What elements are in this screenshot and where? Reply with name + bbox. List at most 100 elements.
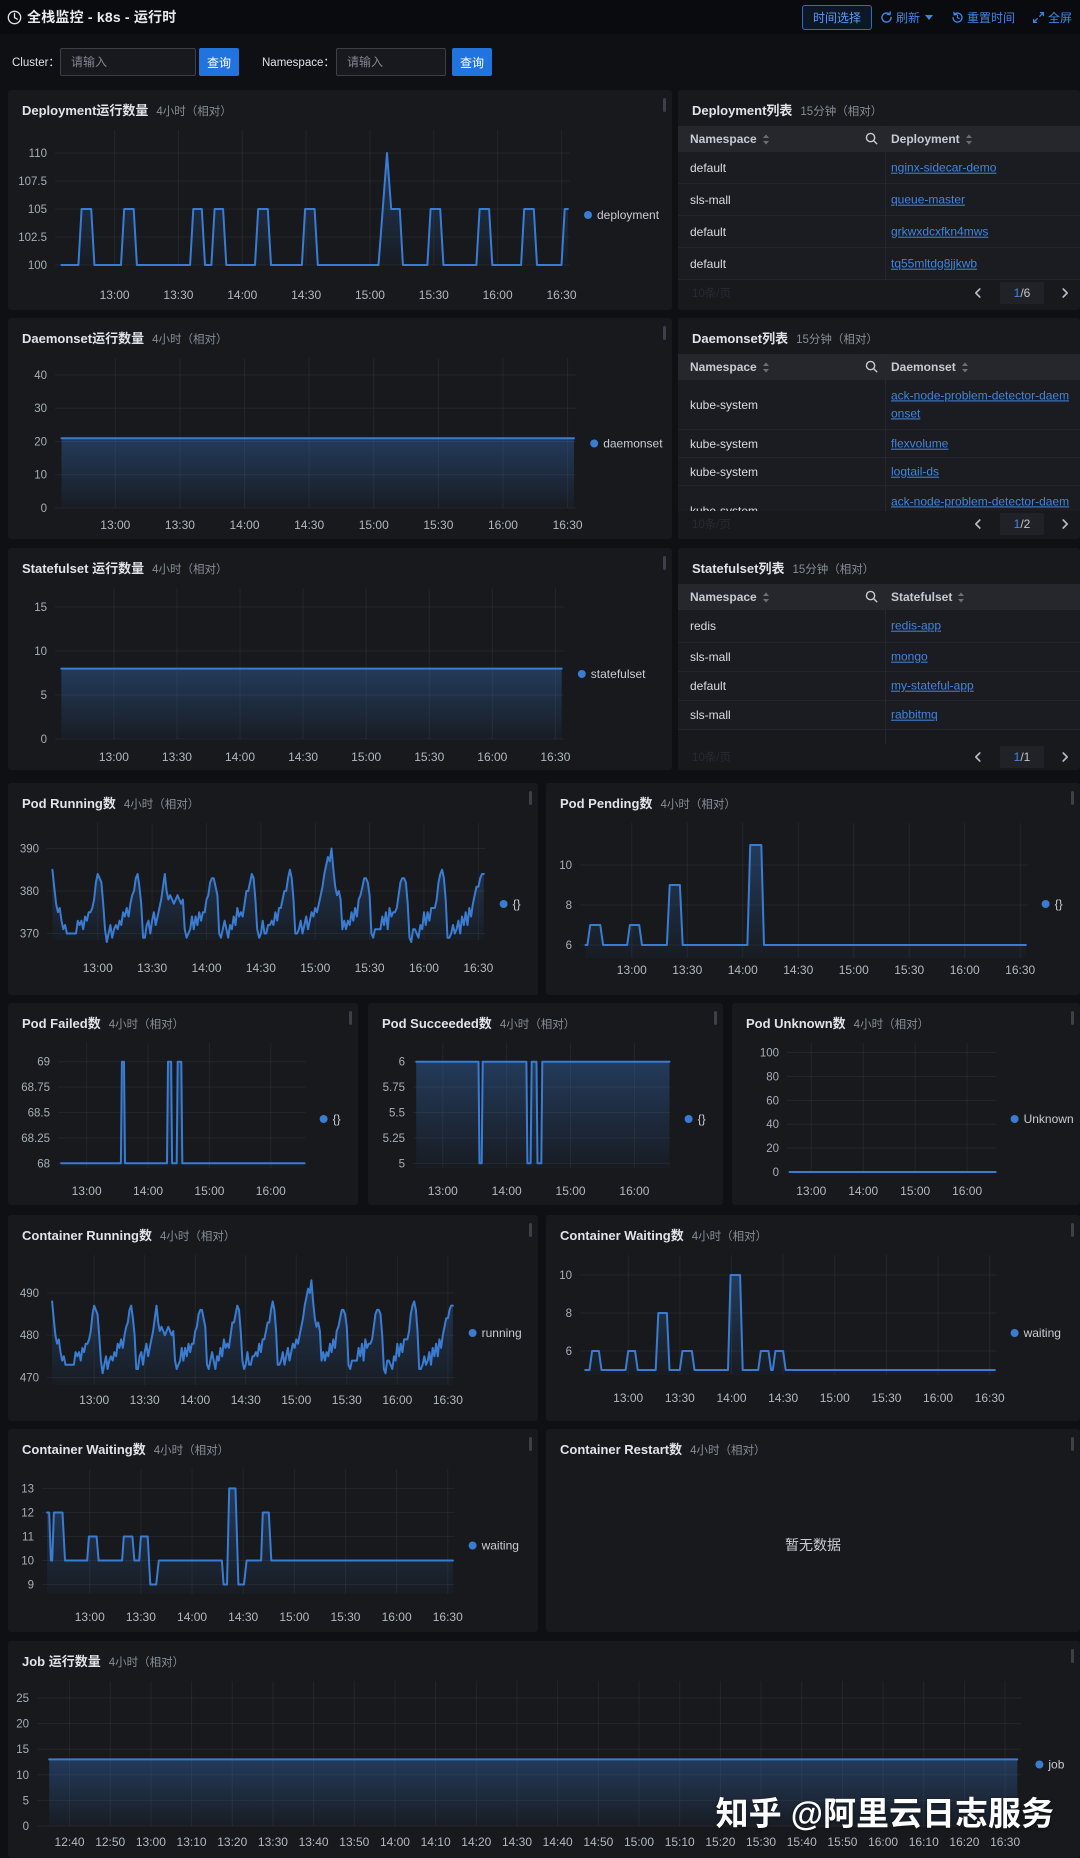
column-header-namespace[interactable]: Namespace [690, 126, 770, 152]
svg-text:15:30: 15:30 [871, 1391, 901, 1405]
svg-text:5: 5 [399, 1158, 405, 1170]
svg-text:16:30: 16:30 [1005, 963, 1035, 977]
table-row[interactable]: default grkwxdcxfkn4mws [678, 216, 1080, 248]
panel-scrollbar-thumb[interactable] [1071, 1437, 1074, 1451]
table-row[interactable]: sls-mall queue-master [678, 184, 1080, 216]
table-row[interactable]: kube-system flexvolume [678, 430, 1080, 458]
panel-scrollbar-thumb[interactable] [663, 98, 666, 112]
svg-text:14:20: 14:20 [461, 1835, 491, 1849]
cell-workload-link[interactable]: mongo [891, 649, 928, 664]
cell-workload-link[interactable]: tq55mltdg8jjkwb [891, 256, 978, 271]
chart-job-running[interactable]: 0 5 10 15 20 25 12:40 12:50 13:00 13:10 13:20 13:30… [8, 1641, 1080, 1858]
cluster-search-button[interactable]: 查询 [199, 48, 239, 76]
prev-page-button[interactable] [967, 746, 989, 768]
chart-daemonset-running[interactable]: 0 10 20 30 40 13:00 13:30 14:00 14:30 15:00 15:30 1… [8, 318, 672, 539]
cell-workload-link[interactable]: flexvolume [891, 436, 949, 451]
sort-icon[interactable] [957, 592, 965, 603]
chart-container-waiting[interactable]: 6 8 10 13:00 13:30 14:00 14:30 15:00 15:30 16:00 1… [546, 1215, 1080, 1421]
panel-scrollbar-thumb[interactable] [529, 791, 532, 805]
table-row[interactable]: default nginx-sidecar-demo [678, 152, 1080, 184]
search-icon[interactable] [864, 359, 879, 379]
table-row[interactable]: default my-stateful-app [678, 672, 1080, 701]
cell-namespace: kube-system [690, 436, 759, 451]
search-icon[interactable] [864, 131, 879, 151]
sort-icon[interactable] [961, 362, 969, 373]
svg-text:15:30: 15:30 [414, 750, 444, 764]
panel-scrollbar-thumb[interactable] [349, 1011, 352, 1025]
cell-namespace: kube-system [690, 464, 759, 479]
fullscreen-button[interactable]: 全屏 [1032, 9, 1072, 26]
table-row[interactable]: redis redis-app [678, 610, 1080, 643]
chart-container-running[interactable]: 470 480 490 13:00 13:30 14:00 14:30 15:00 15:30 1… [8, 1215, 538, 1421]
cell-workload-link[interactable]: queue-master [891, 192, 966, 207]
panel-scrollbar-thumb[interactable] [1071, 791, 1074, 805]
svg-text:14:00: 14:00 [133, 1184, 163, 1198]
panel-scrollbar-thumb[interactable] [1071, 1011, 1074, 1025]
cluster-input[interactable] [60, 48, 196, 76]
column-header-workload[interactable]: Daemonset [891, 354, 969, 380]
chart-pod-pending[interactable]: 6 8 10 13:00 13:30 14:00 14:30 15:00 15:30 16:00 1… [546, 783, 1080, 995]
column-header-workload[interactable]: Deployment [891, 126, 973, 152]
chart-deployment-running[interactable]: 100 102.5 105 107.5 110 13:00 13:30 14:00 14:30 1… [8, 90, 672, 310]
cell-workload-link[interactable]: grkwxdcxfkn4mws [891, 224, 989, 239]
next-page-button[interactable] [1054, 746, 1076, 768]
chart-pod-failed[interactable]: 68 68.25 68.5 68.75 69 13:00 14:00 15:00 16:00 {} [8, 1003, 358, 1205]
svg-text:14:00: 14:00 [191, 961, 221, 975]
prev-page-button[interactable] [967, 513, 989, 535]
svg-text:12:40: 12:40 [55, 1835, 85, 1849]
sort-icon[interactable] [762, 134, 770, 145]
table-row[interactable]: sls-mall mongo [678, 643, 1080, 672]
panel-scrollbar-thumb[interactable] [714, 1011, 717, 1025]
cell-namespace: sls-mall [690, 708, 731, 722]
cell-workload-link[interactable]: ack-node-problem-detector-daemonset [891, 387, 1070, 421]
panel-title: Statefulset列表 [692, 561, 785, 576]
chart-container-waiting-2[interactable]: 9 10 11 12 13 13:00 13:30 14:00 14:30 15:00 15:30 1… [8, 1429, 538, 1632]
next-page-button[interactable] [1054, 513, 1076, 535]
panel-scrollbar-thumb[interactable] [663, 326, 666, 340]
svg-text:14:30: 14:30 [291, 288, 321, 302]
table-row[interactable]: kube-system ack-node-problem-detector-dae… [678, 380, 1080, 430]
column-header-namespace[interactable]: Namespace [690, 584, 770, 610]
cell-workload-link[interactable]: rabbitmq [891, 707, 938, 722]
cell-workload-link[interactable]: redis-app [891, 618, 942, 633]
cell-workload-link[interactable]: ack-node-problem-detector-daemonset [891, 493, 1070, 508]
time-select-button[interactable]: 时间选择 [801, 4, 872, 30]
cell-workload-link[interactable]: logtail-ds [891, 464, 940, 479]
sort-icon[interactable] [762, 362, 770, 373]
table-row[interactable]: sls-mall rabbitmq [678, 701, 1080, 730]
column-header-workload[interactable]: Statefulset [891, 584, 965, 610]
panel-subtitle: 4小时（相对） [123, 799, 200, 811]
table-row[interactable]: kube-system ack-node-problem-detector-dae… [678, 486, 1080, 511]
search-icon[interactable] [864, 589, 879, 609]
namespace-search-button[interactable]: 查询 [452, 48, 492, 76]
sort-icon[interactable] [965, 134, 973, 145]
table-row[interactable]: kube-system logtail-ds [678, 458, 1080, 486]
panel-scrollbar-thumb[interactable] [663, 556, 666, 570]
column-header-namespace[interactable]: Namespace [690, 354, 770, 380]
panel-scrollbar-thumb[interactable] [529, 1223, 532, 1237]
panel-scrollbar-thumb[interactable] [529, 1437, 532, 1451]
namespace-input[interactable] [336, 48, 446, 76]
prev-page-button[interactable] [967, 282, 989, 304]
svg-text:40: 40 [34, 370, 47, 382]
column-divider [885, 152, 886, 280]
panel-scrollbar-thumb[interactable] [1071, 1649, 1074, 1663]
reset-time-button[interactable]: 重置时间 [951, 9, 1015, 26]
chart-pod-succeeded[interactable]: 5 5.25 5.5 5.75 6 13:00 14:00 15:00 16:00 {} [368, 1003, 723, 1205]
panel-scrollbar-thumb[interactable] [1071, 1223, 1074, 1237]
refresh-dropdown-caret[interactable] [924, 14, 933, 20]
svg-text:110: 110 [29, 148, 47, 160]
cell-workload-link[interactable]: nginx-sidecar-demo [891, 160, 997, 175]
chart-statefulset-running[interactable]: 0 5 10 15 13:00 13:30 14:00 14:30 15:00 15:30 16:0… [8, 548, 672, 770]
next-page-button[interactable] [1054, 282, 1076, 304]
legend-label: deployment [597, 208, 660, 222]
chart-pod-unknown[interactable]: 0 20 40 60 80 100 13:00 14:00 15:00 16:00 Unknown [732, 1003, 1080, 1205]
refresh-button[interactable]: 刷新 [880, 9, 933, 26]
chart-pod-running[interactable]: 370 380 390 13:00 13:30 14:00 14:30 15:00 15:30 1… [8, 783, 538, 995]
svg-text:13:30: 13:30 [672, 963, 702, 977]
sort-icon[interactable] [762, 592, 770, 603]
table-row[interactable]: default tq55mltdg8jjkwb [678, 248, 1080, 280]
svg-text:16:00: 16:00 [256, 1184, 286, 1198]
cell-workload-link[interactable]: my-stateful-app [891, 678, 974, 693]
svg-text:10: 10 [16, 1770, 29, 1782]
